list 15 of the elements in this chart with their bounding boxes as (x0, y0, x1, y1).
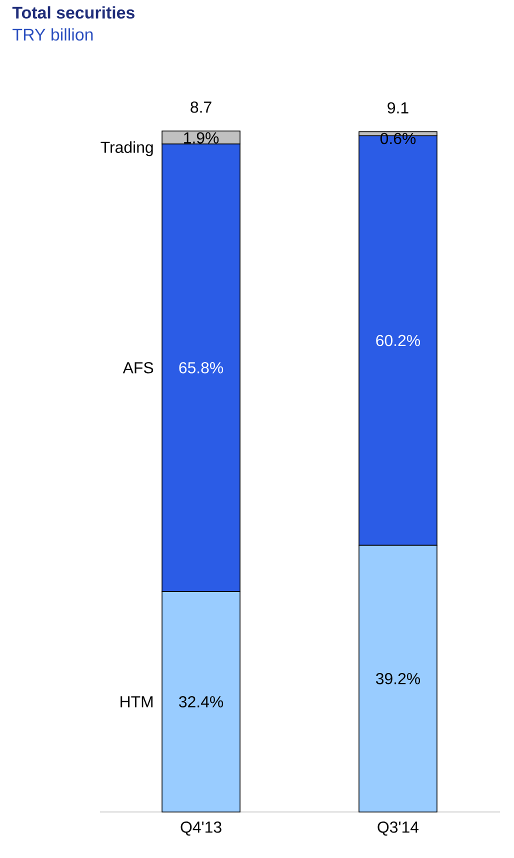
data-label: 0.6% (380, 132, 416, 144)
text: 8.7 (190, 102, 212, 113)
data-label: 65.8% (179, 362, 224, 374)
series-label: AFS (122, 362, 154, 374)
x-tick-label: Q3'14 (378, 822, 419, 836)
series-label: Trading (100, 141, 153, 156)
series-label: HTM (120, 696, 153, 708)
text: 9.1 (388, 102, 408, 114)
chart-title: Total securities (12, 6, 134, 19)
chart-subtitle: TRY billion (12, 28, 93, 41)
data-label: 32.4% (179, 696, 224, 708)
data-label: 39.2% (376, 673, 420, 684)
data-label: 1.9% (184, 132, 219, 144)
data-label: 60.2% (376, 334, 420, 346)
x-tick-label: Q4'13 (180, 822, 222, 836)
